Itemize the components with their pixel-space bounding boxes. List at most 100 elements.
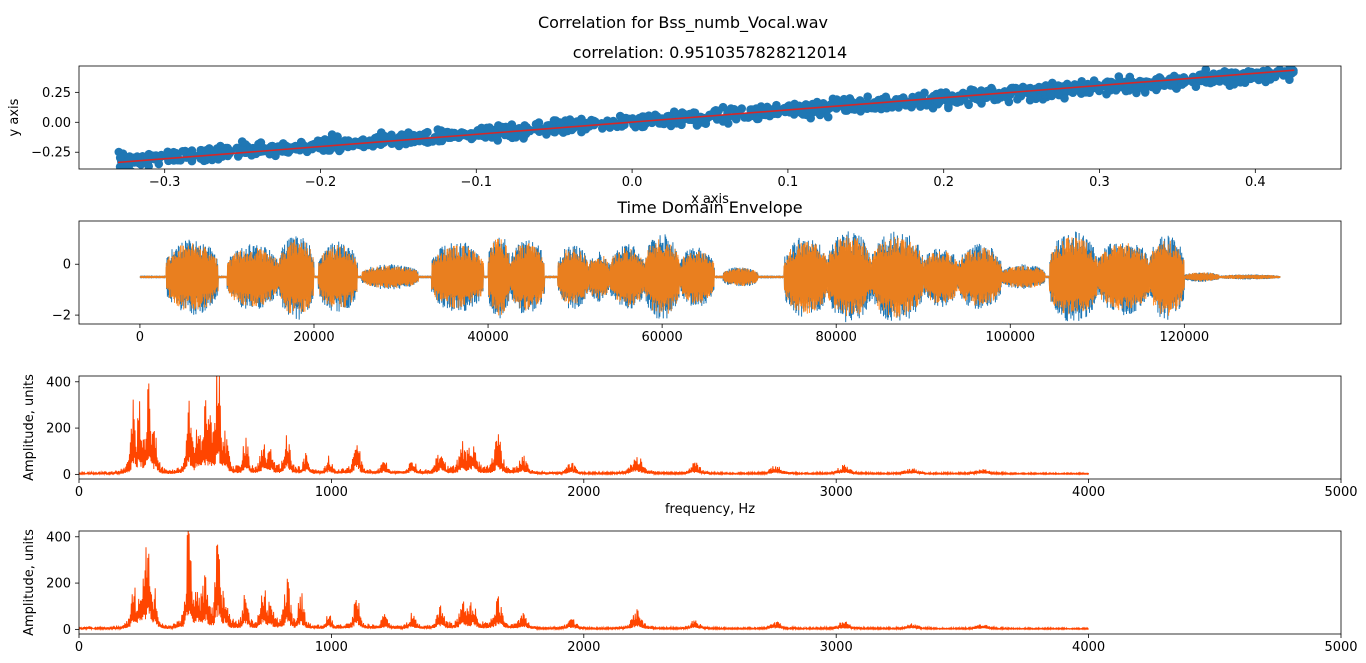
scatter-point bbox=[271, 151, 280, 161]
x-tick-label: 40000 bbox=[467, 330, 508, 345]
scatter-point bbox=[1159, 77, 1169, 86]
scatter-point bbox=[466, 129, 476, 138]
plot-area bbox=[79, 531, 1089, 632]
scatter-point bbox=[430, 134, 440, 143]
scatter-point bbox=[1252, 73, 1262, 82]
scatter-point bbox=[856, 107, 865, 116]
scatter-points bbox=[114, 66, 1298, 169]
scatter-point bbox=[883, 99, 892, 108]
scatter-point bbox=[1191, 82, 1201, 91]
scatter-point bbox=[406, 138, 416, 147]
scatter-point bbox=[1179, 73, 1188, 82]
scatter-point bbox=[1089, 76, 1099, 85]
scatter-point bbox=[1078, 83, 1088, 93]
scatter-point bbox=[565, 115, 575, 124]
y-tick-label: −2 bbox=[52, 309, 71, 324]
x-tick-label: 3000 bbox=[820, 485, 853, 500]
scatter-point bbox=[509, 131, 519, 141]
scatter-point bbox=[964, 99, 973, 108]
scatter-point bbox=[773, 109, 783, 119]
scatter-point bbox=[178, 147, 187, 156]
scatter-point bbox=[144, 162, 153, 169]
x-tick-label: 3000 bbox=[820, 640, 853, 655]
y-tick-label: 200 bbox=[46, 577, 71, 592]
scatter-point bbox=[823, 112, 833, 122]
scatter-point bbox=[267, 142, 277, 151]
x-tick-label: 0.0 bbox=[622, 175, 643, 190]
scatter-panel: −0.3 −0.2 −0.1 0.0 0.1 0.2 0.3 0.4 −0.25 0.00 0.25… bbox=[7, 43, 1342, 207]
scatter-point bbox=[147, 151, 157, 160]
envelope-panel: 0 20000 40000 60000 80000 100000 120000 −2 0 Time… bbox=[52, 198, 1342, 345]
x-tick-label: 1000 bbox=[315, 485, 348, 500]
x-tick-label: 4000 bbox=[1072, 485, 1105, 500]
spectrum-line bbox=[79, 376, 1090, 477]
spectrum-line bbox=[79, 531, 1089, 632]
scatter-point bbox=[1060, 94, 1069, 103]
scatter-point bbox=[944, 101, 953, 111]
scatter-point bbox=[810, 104, 819, 113]
scatter-point bbox=[1227, 69, 1237, 79]
scatter-point bbox=[358, 140, 368, 149]
axes-frame bbox=[78, 530, 1342, 635]
scatter-point bbox=[477, 123, 486, 133]
spectrum-panel-1: 0 1000 2000 3000 4000 5000 0 200 400 frequency, H… bbox=[22, 374, 1358, 517]
scatter-point bbox=[870, 104, 880, 113]
x-axis-label: x axis bbox=[691, 192, 729, 207]
x-tick-label: 20000 bbox=[293, 330, 334, 345]
scatter-point bbox=[518, 125, 528, 134]
y-tick-label: 0 bbox=[63, 258, 71, 273]
y-axis-label: y axis bbox=[7, 98, 22, 136]
scatter-point bbox=[589, 116, 599, 126]
scatter-point bbox=[1054, 89, 1063, 99]
scatter-point bbox=[731, 114, 741, 124]
fit-line bbox=[117, 69, 1295, 164]
scatter-point bbox=[454, 130, 463, 139]
x-tick-label: 1000 bbox=[315, 640, 348, 655]
x-tick-label: 0.1 bbox=[778, 175, 799, 190]
x-tick-label: 0.3 bbox=[1089, 175, 1110, 190]
x-tick-label: 2000 bbox=[567, 640, 600, 655]
scatter-point bbox=[172, 152, 182, 161]
x-tick-label: 0 bbox=[75, 485, 83, 500]
scatter-point bbox=[560, 124, 570, 134]
scatter-point bbox=[707, 110, 716, 119]
scatter-point bbox=[1019, 83, 1028, 92]
scatter-point bbox=[1177, 80, 1187, 89]
scatter-point bbox=[894, 95, 904, 105]
scatter-point bbox=[1169, 79, 1178, 89]
y-tick-label: 0 bbox=[63, 468, 71, 483]
spectrum-panel-2: 0 1000 2000 3000 4000 5000 0 200 400 Amplitude, u… bbox=[22, 529, 1358, 655]
x-tick-label: 0 bbox=[136, 330, 144, 345]
x-tick-label: 80000 bbox=[816, 330, 857, 345]
scatter-point bbox=[163, 148, 172, 157]
x-tick-label: 120000 bbox=[1160, 330, 1210, 345]
scatter-point bbox=[785, 103, 794, 113]
scatter-point bbox=[344, 136, 353, 145]
plot-area bbox=[139, 231, 1281, 323]
scatter-point bbox=[863, 92, 872, 101]
y-tick-label: 400 bbox=[46, 530, 71, 545]
scatter-point bbox=[1077, 77, 1086, 86]
panel-title: Time Domain Envelope bbox=[616, 198, 802, 217]
scatter-point bbox=[1264, 73, 1273, 82]
scatter-point bbox=[484, 130, 493, 139]
plot-area bbox=[79, 376, 1090, 477]
x-tick-label: 2000 bbox=[567, 485, 600, 500]
scatter-point bbox=[1152, 74, 1161, 84]
scatter-point bbox=[1085, 88, 1094, 97]
y-tick-label: 0.25 bbox=[42, 86, 71, 101]
scatter-point bbox=[669, 107, 679, 116]
x-tick-label: 5000 bbox=[1324, 640, 1357, 655]
panel-title: correlation: 0.9510357828212014 bbox=[573, 43, 847, 62]
scatter-point bbox=[762, 105, 772, 115]
scatter-point bbox=[812, 97, 822, 107]
scatter-point bbox=[1071, 84, 1080, 94]
scatter-point bbox=[379, 131, 388, 140]
scatter-point bbox=[327, 137, 337, 147]
x-tick-label: 0.4 bbox=[1245, 175, 1266, 190]
y-tick-label: 200 bbox=[46, 422, 71, 437]
scatter-point bbox=[797, 109, 807, 118]
x-tick-label: −0.1 bbox=[461, 175, 493, 190]
y-axis-label: Amplitude, units bbox=[22, 374, 37, 481]
